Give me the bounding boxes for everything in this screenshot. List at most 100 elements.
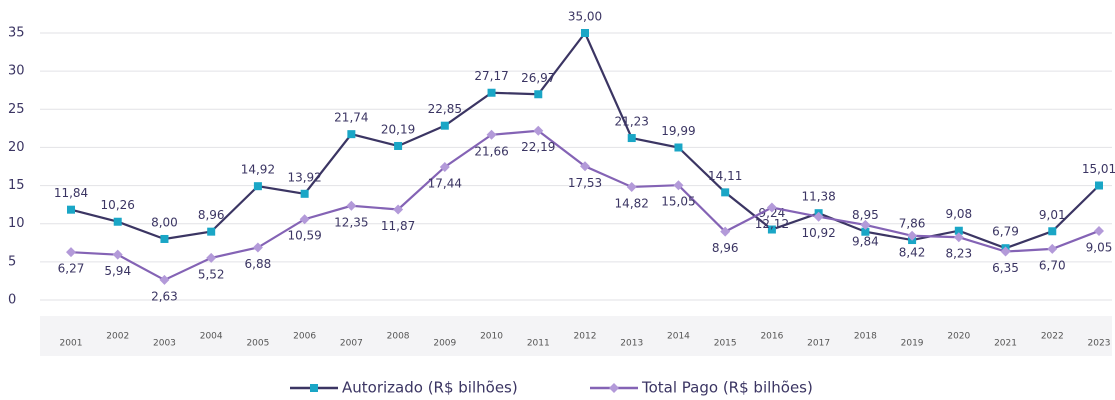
legend-marker bbox=[310, 384, 318, 392]
x-tick-label: 2016 bbox=[760, 332, 783, 342]
marker bbox=[1047, 243, 1058, 254]
y-tick-label: 15 bbox=[8, 178, 25, 193]
x-tick-label: 2022 bbox=[1041, 332, 1064, 342]
x-tick-label: 2004 bbox=[200, 332, 223, 342]
marker bbox=[533, 125, 544, 136]
y-tick-label: 30 bbox=[8, 64, 25, 79]
value-label: 6,35 bbox=[992, 261, 1019, 275]
value-label: 14,11 bbox=[708, 169, 742, 183]
value-label: 17,44 bbox=[428, 176, 462, 190]
marker bbox=[159, 274, 170, 285]
value-label: 35,00 bbox=[568, 10, 602, 24]
x-tick-label: 2017 bbox=[807, 339, 830, 349]
value-label: 5,94 bbox=[104, 264, 131, 278]
value-label: 21,74 bbox=[334, 111, 368, 125]
marker bbox=[207, 227, 216, 236]
x-tick-label: 2018 bbox=[854, 332, 877, 342]
x-tick-label: 2010 bbox=[480, 332, 503, 342]
value-label: 6,27 bbox=[58, 262, 85, 276]
marker bbox=[253, 182, 262, 191]
value-label: 10,59 bbox=[287, 229, 321, 243]
x-tick-label: 2001 bbox=[60, 339, 83, 349]
value-label: 21,23 bbox=[615, 115, 649, 129]
marker bbox=[300, 189, 309, 198]
marker bbox=[394, 141, 403, 150]
marker bbox=[954, 226, 963, 235]
marker bbox=[534, 90, 543, 99]
y-tick-label: 25 bbox=[8, 102, 25, 117]
marker bbox=[1048, 227, 1057, 236]
x-tick-label: 2023 bbox=[1088, 339, 1111, 349]
value-label: 13,92 bbox=[287, 170, 321, 184]
legend-label: Autorizado (R$ bilhões) bbox=[342, 379, 518, 397]
x-tick-label: 2015 bbox=[714, 339, 737, 349]
marker bbox=[1000, 246, 1011, 257]
value-label: 8,00 bbox=[151, 215, 178, 229]
value-label: 9,08 bbox=[945, 207, 972, 221]
value-label: 22,19 bbox=[521, 140, 555, 154]
marker bbox=[861, 227, 870, 236]
marker bbox=[627, 134, 636, 143]
x-tick-label: 2003 bbox=[153, 339, 176, 349]
value-label: 20,19 bbox=[381, 122, 415, 136]
value-label: 10,92 bbox=[801, 226, 835, 240]
value-label: 19,99 bbox=[661, 124, 695, 138]
x-tick-label: 2013 bbox=[620, 339, 643, 349]
y-tick-label: 35 bbox=[8, 26, 25, 41]
marker bbox=[347, 130, 356, 139]
value-label: 26,97 bbox=[521, 71, 555, 85]
value-label: 2,63 bbox=[151, 289, 178, 303]
value-label: 6,70 bbox=[1039, 258, 1066, 272]
x-tick-label: 2012 bbox=[574, 332, 597, 342]
value-label: 27,17 bbox=[474, 69, 508, 83]
value-label: 8,23 bbox=[945, 247, 972, 261]
x-tick-label: 2007 bbox=[340, 339, 363, 349]
marker bbox=[393, 204, 404, 215]
x-tick-label: 2006 bbox=[293, 332, 316, 342]
x-tick-label: 2002 bbox=[106, 332, 129, 342]
marker bbox=[439, 161, 450, 172]
x-tick-label: 2011 bbox=[527, 339, 550, 349]
value-label: 8,42 bbox=[899, 245, 926, 259]
x-tick-label: 2019 bbox=[901, 339, 924, 349]
marker bbox=[720, 226, 731, 237]
marker bbox=[813, 211, 824, 222]
value-label: 6,79 bbox=[992, 225, 1019, 239]
marker bbox=[953, 232, 964, 243]
value-label: 11,84 bbox=[54, 186, 88, 200]
value-label: 9,84 bbox=[852, 234, 879, 248]
x-tick-label: 2014 bbox=[667, 332, 690, 342]
value-label: 12,35 bbox=[334, 215, 368, 229]
value-label: 6,88 bbox=[245, 257, 272, 271]
x-tick-label: 2021 bbox=[994, 339, 1017, 349]
value-label: 14,92 bbox=[241, 163, 275, 177]
marker bbox=[1095, 181, 1103, 190]
marker bbox=[487, 88, 496, 97]
marker bbox=[673, 180, 684, 191]
value-label: 8,96 bbox=[712, 241, 739, 255]
marker bbox=[66, 247, 76, 258]
value-label: 5,52 bbox=[198, 267, 225, 281]
value-label: 9,05 bbox=[1086, 240, 1113, 254]
marker bbox=[766, 202, 777, 213]
value-label: 14,82 bbox=[615, 196, 649, 210]
value-label: 21,66 bbox=[474, 144, 508, 158]
x-tick-label: 2008 bbox=[387, 332, 410, 342]
value-label: 7,86 bbox=[899, 217, 926, 231]
value-label: 15,05 bbox=[661, 195, 695, 209]
marker bbox=[160, 234, 169, 243]
y-tick-label: 0 bbox=[8, 293, 16, 308]
marker bbox=[206, 252, 217, 263]
value-label: 17,53 bbox=[568, 176, 602, 190]
value-label: 8,96 bbox=[198, 208, 225, 222]
y-tick-label: 10 bbox=[8, 216, 25, 231]
marker bbox=[112, 249, 123, 260]
value-label: 15,01 bbox=[1082, 162, 1115, 176]
marker bbox=[252, 242, 263, 253]
marker bbox=[440, 121, 449, 130]
legend-label: Total Pago (R$ bilhões) bbox=[641, 379, 813, 397]
value-label: 11,38 bbox=[801, 190, 835, 204]
value-label: 11,87 bbox=[381, 219, 415, 233]
marker bbox=[721, 188, 730, 197]
marker bbox=[113, 217, 122, 226]
